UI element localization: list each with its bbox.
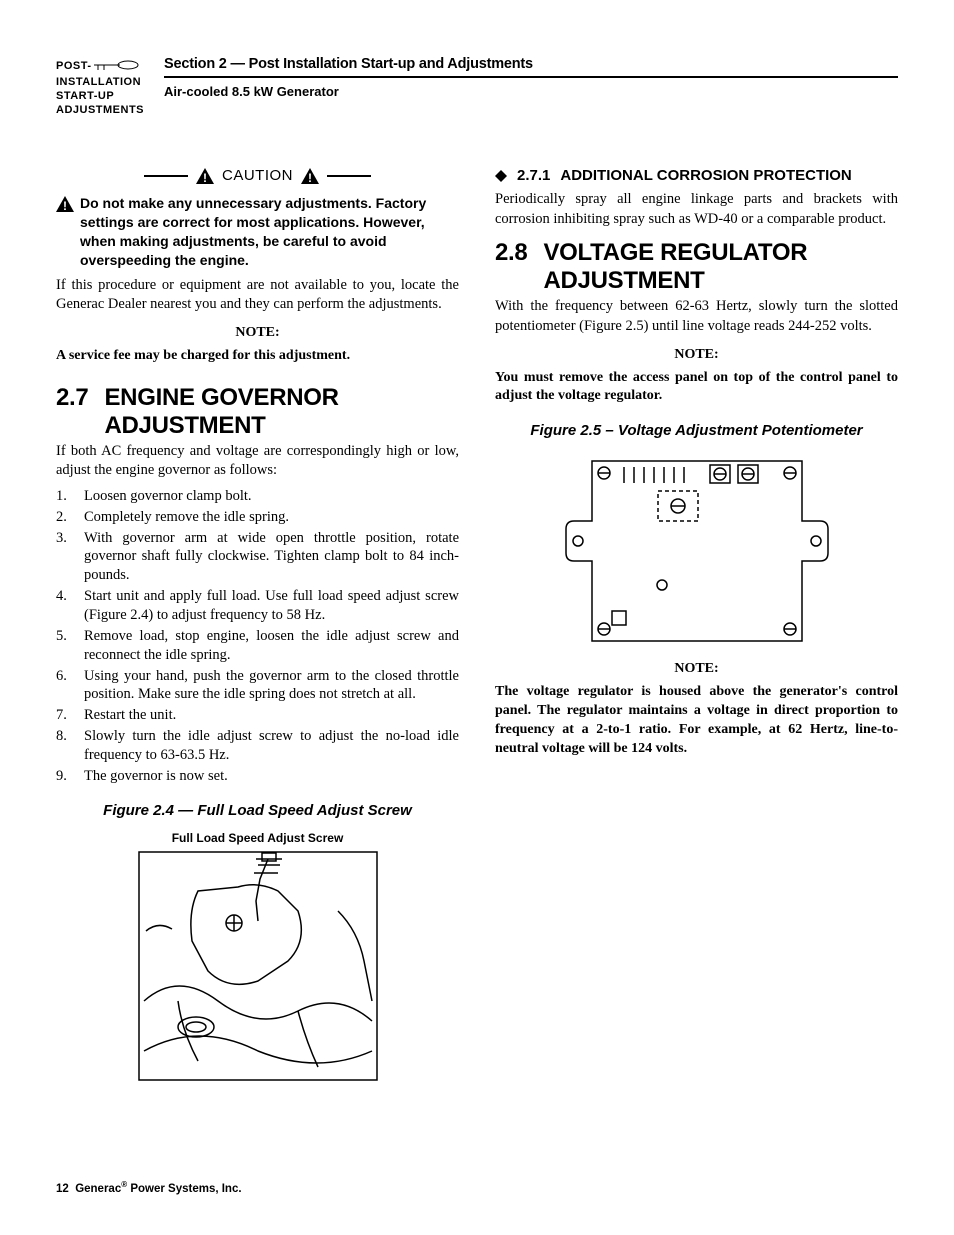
heading-title: VOLTAGE REGULATOR ADJUSTMENT — [543, 239, 898, 295]
diamond-bullet-icon — [495, 170, 507, 182]
governor-steps: Loosen governor clamp bolt. Completely r… — [56, 487, 459, 786]
step-item: With governor arm at wide open throttle … — [56, 529, 459, 586]
heading-2-7: 2.7 ENGINE GOVERNOR ADJUSTMENT — [56, 384, 459, 440]
note-body: The voltage regulator is housed above th… — [495, 683, 898, 759]
note-header: NOTE: — [495, 661, 898, 677]
svg-text:POST-: POST- — [56, 60, 92, 72]
heading-2-7-1: 2.7.1 ADDITIONAL CORROSION PROTECTION — [495, 167, 898, 184]
note-body: You must remove the access panel on top … — [495, 369, 898, 407]
caution-word: CAUTION — [222, 167, 293, 184]
section-intro: If both AC frequency and voltage are cor… — [56, 442, 459, 481]
svg-text:!: ! — [308, 171, 312, 184]
note-header: NOTE: — [495, 347, 898, 363]
section-body: Periodically spray all engine linkage pa… — [495, 190, 898, 229]
caution-text: Do not make any unnecessary adjustments.… — [80, 194, 459, 270]
step-item: Using your hand, push the governor arm t… — [56, 667, 459, 705]
section-badge: POST- INSTALLATION START-UP ADJUSTMENTS — [56, 56, 146, 117]
engine-diagram-icon — [138, 851, 378, 1081]
heading-title: ADDITIONAL CORROSION PROTECTION — [560, 167, 851, 184]
heading-title: ENGINE GOVERNOR ADJUSTMENT — [104, 384, 459, 440]
step-item: Loosen governor clamp bolt. — [56, 487, 459, 506]
step-item: The governor is now set. — [56, 767, 459, 786]
warning-triangle-icon: ! — [196, 168, 214, 184]
warning-triangle-icon: ! — [56, 196, 74, 212]
caution-body: ! Do not make any unnecessary adjustment… — [56, 194, 459, 270]
page-header: POST- INSTALLATION START-UP ADJUSTMENTS … — [56, 56, 898, 117]
figure-2-4-caption: Figure 2.4 — Full Load Speed Adjust Scre… — [56, 802, 459, 819]
badge-line-2: INSTALLATION — [56, 76, 146, 90]
note-body: A service fee may be charged for this ad… — [56, 347, 459, 366]
figure-2-5-caption: Figure 2.5 – Voltage Adjustment Potentio… — [495, 422, 898, 439]
heading-number: 2.7 — [56, 384, 88, 440]
figure-2-4-label: Full Load Speed Adjust Screw — [56, 831, 459, 845]
right-column: 2.7.1 ADDITIONAL CORROSION PROTECTION Pe… — [495, 167, 898, 1080]
badge-line-3: START-UP — [56, 90, 146, 104]
step-item: Remove load, stop engine, loosen the idl… — [56, 627, 459, 665]
section-title: Section 2 — Post Installation Start-up a… — [164, 56, 898, 78]
caution-banner: ! CAUTION ! — [56, 167, 459, 184]
step-item: Restart the unit. — [56, 706, 459, 725]
figure-2-4 — [56, 851, 459, 1081]
step-item: Completely remove the idle spring. — [56, 508, 459, 527]
page-footer: 12 Generac® Power Systems, Inc. — [56, 1180, 242, 1195]
header-titles: Section 2 — Post Installation Start-up a… — [164, 56, 898, 99]
left-column: ! CAUTION ! ! Do not make any unnecessar… — [56, 167, 459, 1080]
heading-number: 2.7.1 — [517, 167, 550, 184]
badge-line-4: ADJUSTMENTS — [56, 104, 146, 118]
company-name: Generac — [75, 1183, 121, 1195]
page-number: 12 — [56, 1183, 69, 1195]
company-suffix: Power Systems, Inc. — [127, 1183, 241, 1195]
svg-text:!: ! — [63, 199, 67, 212]
note-header: NOTE: — [56, 325, 459, 341]
svg-text:!: ! — [203, 171, 207, 184]
heading-2-8: 2.8 VOLTAGE REGULATOR ADJUSTMENT — [495, 239, 898, 295]
caution-followup: If this procedure or equipment are not a… — [56, 276, 459, 315]
warning-triangle-icon: ! — [301, 168, 319, 184]
section-body: With the frequency between 62-63 Hertz, … — [495, 297, 898, 336]
step-item: Slowly turn the idle adjust screw to adj… — [56, 727, 459, 765]
key-icon: POST- — [56, 56, 144, 74]
regulator-board-icon — [562, 451, 832, 651]
figure-2-5 — [495, 451, 898, 651]
heading-number: 2.8 — [495, 239, 527, 295]
step-item: Start unit and apply full load. Use full… — [56, 587, 459, 625]
section-subtitle: Air-cooled 8.5 kW Generator — [164, 84, 898, 99]
